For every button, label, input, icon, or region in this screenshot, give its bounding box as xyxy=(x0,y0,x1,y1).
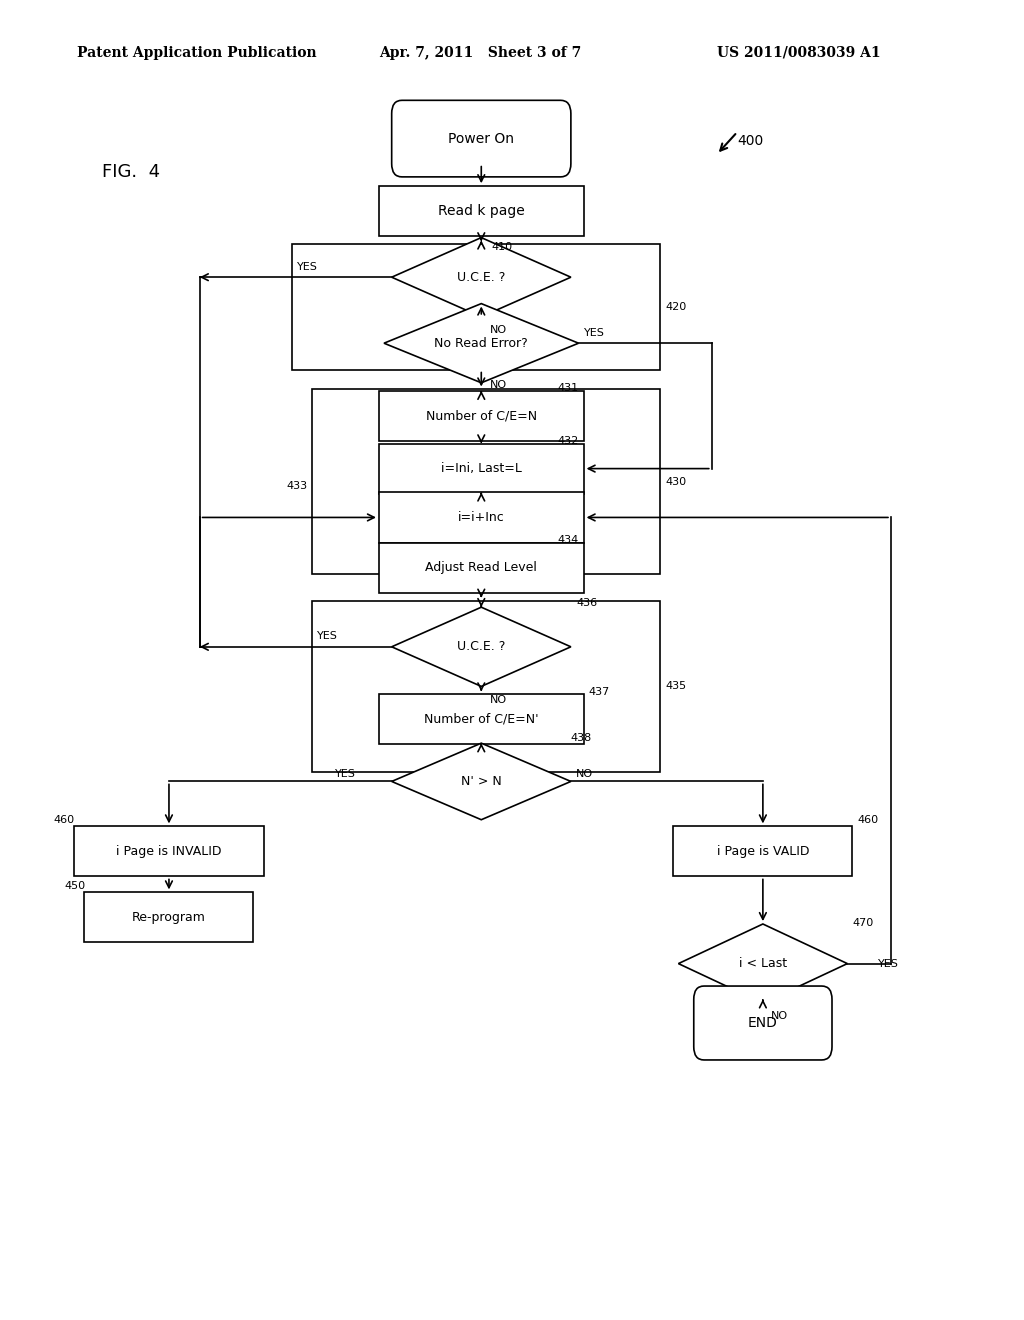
Bar xyxy=(379,186,584,236)
Text: i=i+Inc: i=i+Inc xyxy=(458,511,505,524)
Text: i < Last: i < Last xyxy=(739,957,786,970)
Text: FIG.  4: FIG. 4 xyxy=(102,162,161,181)
Text: 430: 430 xyxy=(666,477,687,487)
Text: 433: 433 xyxy=(286,480,307,491)
Text: 460: 460 xyxy=(54,814,75,825)
Bar xyxy=(379,444,584,494)
Text: Number of C/E=N: Number of C/E=N xyxy=(426,409,537,422)
Bar xyxy=(312,389,660,574)
Bar xyxy=(379,543,584,593)
Text: Patent Application Publication: Patent Application Publication xyxy=(77,46,316,59)
Text: NO: NO xyxy=(575,768,593,779)
Bar xyxy=(379,694,584,744)
Polygon shape xyxy=(391,743,571,820)
Text: Adjust Read Level: Adjust Read Level xyxy=(425,561,538,574)
Text: i Page is VALID: i Page is VALID xyxy=(717,845,809,858)
Text: YES: YES xyxy=(879,958,899,969)
Bar xyxy=(379,492,584,543)
Text: Apr. 7, 2011   Sheet 3 of 7: Apr. 7, 2011 Sheet 3 of 7 xyxy=(379,46,582,59)
Text: 438: 438 xyxy=(571,733,592,743)
Bar xyxy=(75,826,264,876)
Text: Re-program: Re-program xyxy=(132,911,206,924)
Text: i=Ini, Last=L: i=Ini, Last=L xyxy=(441,462,521,475)
Text: YES: YES xyxy=(297,261,317,272)
Text: NO: NO xyxy=(771,1011,788,1022)
Text: 470: 470 xyxy=(852,917,873,928)
Text: NO: NO xyxy=(489,380,507,391)
Bar xyxy=(84,892,254,942)
Text: 434: 434 xyxy=(557,535,579,545)
FancyBboxPatch shape xyxy=(694,986,831,1060)
Text: U.C.E. ?: U.C.E. ? xyxy=(457,271,506,284)
Text: NO: NO xyxy=(489,694,507,705)
Text: Power On: Power On xyxy=(449,132,514,145)
Text: 437: 437 xyxy=(589,686,610,697)
Text: END: END xyxy=(748,1016,778,1030)
Text: No Read Error?: No Read Error? xyxy=(434,337,528,350)
Text: YES: YES xyxy=(335,768,356,779)
Text: 431: 431 xyxy=(557,383,579,393)
Text: 460: 460 xyxy=(858,814,879,825)
Bar xyxy=(312,601,660,772)
Text: YES: YES xyxy=(317,631,338,642)
Text: i Page is INVALID: i Page is INVALID xyxy=(116,845,222,858)
Text: N' > N: N' > N xyxy=(461,775,502,788)
Text: 436: 436 xyxy=(575,598,597,609)
Polygon shape xyxy=(391,607,571,686)
Text: 410: 410 xyxy=(492,242,513,252)
Polygon shape xyxy=(384,304,579,383)
Text: NO: NO xyxy=(489,325,507,335)
Text: 435: 435 xyxy=(666,681,687,692)
FancyBboxPatch shape xyxy=(391,100,570,177)
Bar xyxy=(292,244,660,370)
Text: Number of C/E=N': Number of C/E=N' xyxy=(424,713,539,726)
Text: YES: YES xyxy=(584,327,604,338)
Text: 432: 432 xyxy=(557,436,579,446)
Text: 400: 400 xyxy=(737,135,764,148)
Text: 450: 450 xyxy=(63,880,85,891)
Text: U.C.E. ?: U.C.E. ? xyxy=(457,640,506,653)
Bar xyxy=(674,826,852,876)
Text: 420: 420 xyxy=(666,302,687,312)
Text: US 2011/0083039 A1: US 2011/0083039 A1 xyxy=(717,46,881,59)
Bar xyxy=(379,391,584,441)
Polygon shape xyxy=(391,238,571,317)
Text: Read k page: Read k page xyxy=(438,205,524,218)
Polygon shape xyxy=(678,924,848,1003)
